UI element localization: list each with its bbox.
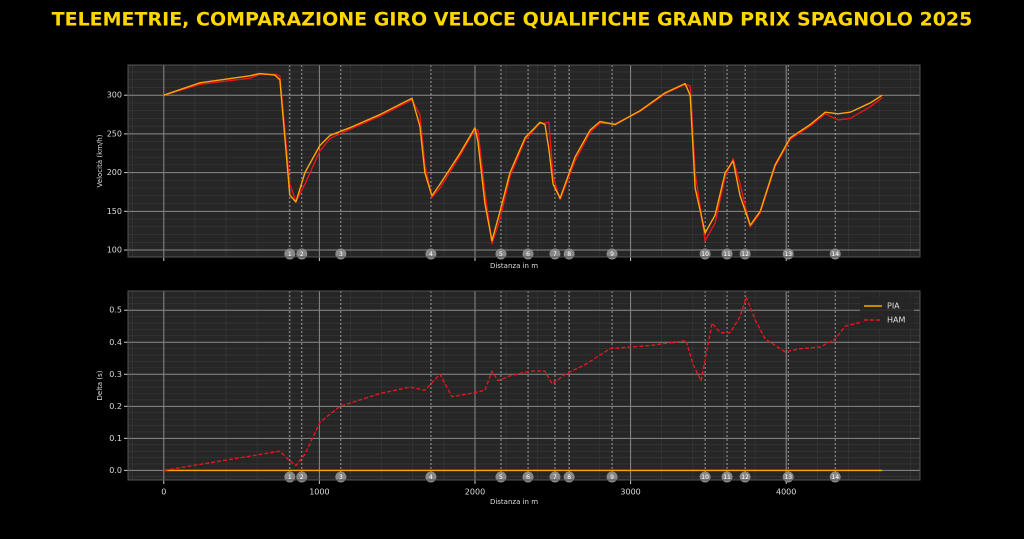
x-tick-label: 1000 xyxy=(309,488,329,497)
corner-number: 6 xyxy=(526,474,530,481)
legend-label: PIA xyxy=(887,302,900,311)
corner-number: 8 xyxy=(567,251,571,258)
chart-title: TELEMETRIE, COMPARAZIONE GIRO VELOCE QUA… xyxy=(52,9,973,31)
x-tick-label: 4000 xyxy=(776,488,796,497)
y-tick-label: 0.4 xyxy=(109,338,122,347)
y-tick-label: 0.2 xyxy=(109,402,122,411)
x-tick-label: 2000 xyxy=(465,488,485,497)
plot-area xyxy=(128,291,920,480)
y-tick-label: 100 xyxy=(107,246,122,255)
y-tick-label: 0.1 xyxy=(109,434,122,443)
corner-number: 8 xyxy=(567,474,571,481)
y-tick-label: 250 xyxy=(107,129,122,138)
corner-number: 12 xyxy=(741,474,749,481)
corner-number: 1 xyxy=(288,251,292,258)
y-tick-label: 300 xyxy=(107,91,122,100)
x-tick-label: 3000 xyxy=(620,488,640,497)
corner-number: 6 xyxy=(526,251,530,258)
corner-number: 10 xyxy=(701,251,709,258)
legend-label: HAM xyxy=(887,316,905,325)
legend-box xyxy=(860,297,914,329)
x-axis-label: Distanza in m xyxy=(490,262,538,270)
y-tick-label: 0.3 xyxy=(109,370,122,379)
corner-number: 3 xyxy=(339,251,343,258)
corner-number: 11 xyxy=(723,251,731,258)
corner-number: 10 xyxy=(701,474,709,481)
corner-number: 5 xyxy=(499,474,503,481)
series-line xyxy=(163,296,883,472)
plot-area xyxy=(128,65,920,257)
corner-number: 14 xyxy=(831,251,839,258)
corner-number: 9 xyxy=(610,251,614,258)
corner-number: 1 xyxy=(288,474,292,481)
corner-number: 7 xyxy=(553,251,557,258)
y-tick-label: 0.5 xyxy=(109,306,122,315)
y-tick-label: 150 xyxy=(107,207,122,216)
x-axis-label: Distanza in m xyxy=(490,498,538,506)
corner-number: 4 xyxy=(429,251,433,258)
corner-number: 12 xyxy=(741,251,749,258)
y-axis-label: Velocità (km/h) xyxy=(96,134,104,187)
plot-frame xyxy=(127,290,921,481)
corner-number: 7 xyxy=(553,474,557,481)
corner-number: 13 xyxy=(784,251,792,258)
y-tick-label: 0.0 xyxy=(109,466,122,475)
corner-number: 5 xyxy=(499,251,503,258)
corner-number: 9 xyxy=(610,474,614,481)
series-line xyxy=(163,72,883,242)
x-tick-label: 0 xyxy=(161,488,166,497)
corner-number: 3 xyxy=(339,474,343,481)
series-line xyxy=(163,73,883,245)
corner-number: 11 xyxy=(723,474,731,481)
corner-number: 14 xyxy=(831,474,839,481)
plot-frame xyxy=(127,64,921,258)
corner-number: 2 xyxy=(300,474,304,481)
corner-number: 2 xyxy=(300,251,304,258)
corner-number: 13 xyxy=(784,474,792,481)
corner-number: 4 xyxy=(429,474,433,481)
y-axis-label: Delta (s) xyxy=(96,370,104,400)
y-tick-label: 200 xyxy=(107,168,122,177)
